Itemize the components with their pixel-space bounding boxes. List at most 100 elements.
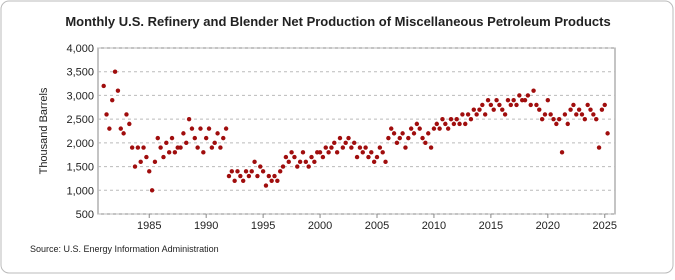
point	[147, 169, 152, 174]
point	[585, 102, 590, 108]
point	[206, 126, 212, 131]
y-tick-label: 1,000	[66, 185, 94, 197]
x-tick-label: 1985	[137, 220, 161, 232]
point	[508, 102, 514, 108]
point	[383, 159, 388, 165]
point	[343, 140, 348, 146]
point	[184, 140, 189, 146]
point	[408, 126, 414, 131]
point	[295, 164, 300, 169]
point	[363, 145, 368, 150]
point	[166, 150, 172, 155]
point	[121, 131, 126, 136]
x-tick-label: 2010	[422, 220, 446, 232]
point	[463, 121, 468, 127]
point	[423, 140, 428, 146]
point	[289, 150, 294, 155]
point	[403, 145, 408, 150]
point	[240, 178, 246, 183]
point	[297, 159, 303, 165]
point	[221, 135, 226, 141]
y-tick-label: 3,000	[66, 90, 94, 102]
point	[283, 154, 289, 160]
point	[300, 150, 306, 155]
point	[275, 178, 280, 183]
point	[181, 131, 186, 136]
point	[525, 93, 531, 98]
point	[386, 135, 391, 141]
point	[203, 135, 209, 141]
point	[551, 116, 556, 122]
point	[360, 150, 365, 155]
x-tick-label: 2020	[536, 220, 560, 232]
y-tick-label: 4,000	[66, 43, 94, 55]
point	[249, 169, 254, 174]
point	[602, 102, 607, 108]
point	[445, 126, 451, 131]
point	[135, 145, 141, 150]
point	[588, 107, 593, 112]
point	[144, 154, 149, 160]
point	[286, 159, 291, 165]
point	[605, 131, 610, 136]
point	[127, 121, 132, 127]
point	[340, 145, 346, 150]
point	[579, 112, 585, 117]
point	[226, 173, 232, 179]
point	[201, 150, 206, 155]
point	[562, 112, 568, 117]
point	[280, 164, 286, 169]
point	[414, 121, 420, 127]
point	[255, 173, 260, 179]
point	[426, 131, 431, 136]
point	[238, 173, 243, 179]
point	[155, 135, 160, 141]
point	[440, 116, 445, 122]
point	[477, 107, 482, 112]
point	[457, 121, 462, 127]
point	[303, 159, 309, 165]
point	[124, 112, 129, 117]
point	[329, 145, 334, 150]
point	[149, 188, 155, 193]
point	[557, 116, 562, 122]
point	[258, 164, 263, 169]
point	[334, 150, 340, 155]
point	[454, 116, 459, 122]
point	[531, 88, 536, 93]
point	[192, 135, 197, 141]
point	[269, 178, 274, 183]
point	[468, 116, 474, 122]
point	[104, 112, 109, 117]
point	[443, 121, 448, 127]
point	[480, 102, 485, 108]
point	[582, 116, 588, 122]
point	[437, 126, 442, 131]
point	[576, 107, 582, 112]
point	[357, 145, 363, 150]
point	[132, 164, 138, 169]
point	[260, 169, 266, 174]
point	[571, 102, 576, 108]
point	[417, 126, 422, 131]
point	[528, 102, 533, 108]
source: Source: U.S. Energy Information Administ…	[30, 244, 219, 254]
point	[542, 112, 548, 117]
point	[320, 154, 326, 160]
point	[107, 126, 112, 131]
point	[212, 140, 217, 146]
point	[559, 150, 565, 155]
point	[309, 154, 314, 160]
point	[235, 169, 240, 174]
point	[596, 145, 602, 150]
point	[246, 173, 252, 179]
point	[323, 145, 328, 150]
point	[431, 126, 437, 131]
point	[164, 140, 169, 146]
point	[394, 140, 400, 146]
point	[118, 126, 123, 131]
point	[112, 69, 118, 74]
point	[599, 107, 605, 112]
point	[326, 150, 331, 155]
